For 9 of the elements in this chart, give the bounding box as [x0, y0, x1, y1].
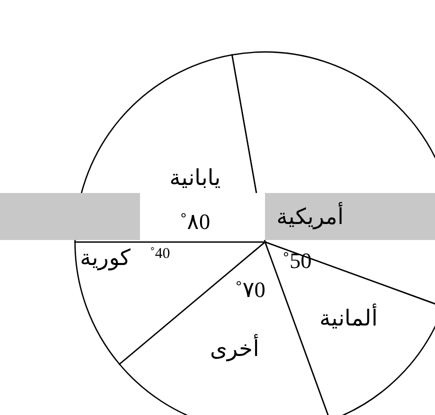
data-label: 40˚: [150, 246, 170, 262]
data-label: ٨0˚: [180, 209, 210, 234]
data-label: 50˚: [282, 248, 312, 273]
slice-label: أمريكية: [276, 201, 344, 230]
slice-label: كورية: [80, 245, 131, 271]
slice-label: يابانية: [170, 165, 220, 190]
slice-label: ألمانية: [319, 302, 378, 330]
data-label: ٧0˚: [235, 277, 266, 302]
slice-label: أخرى: [210, 332, 260, 362]
